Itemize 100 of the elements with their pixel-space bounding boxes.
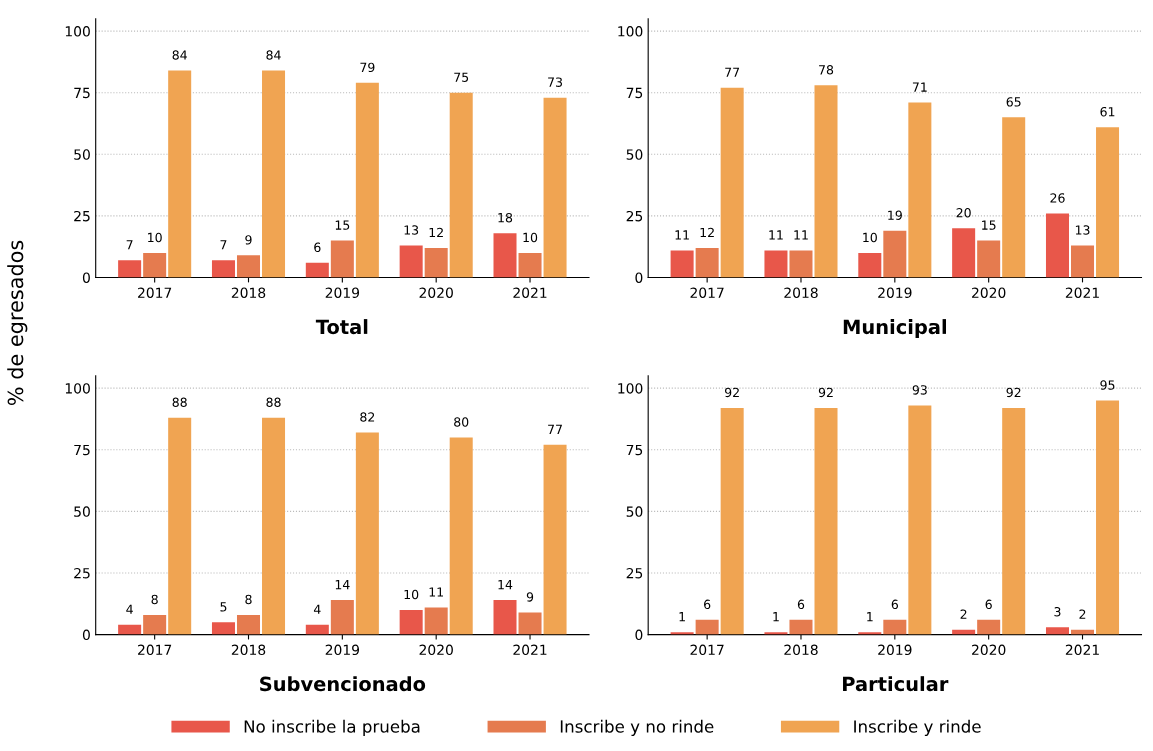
x-tick-label: 2020 xyxy=(972,287,1006,298)
x-tick-label: 2017 xyxy=(138,644,172,656)
bar xyxy=(355,432,379,635)
bar xyxy=(262,70,286,278)
y-tick-label: 0 xyxy=(82,629,90,641)
bar xyxy=(952,228,976,278)
data-label: 11 xyxy=(429,587,443,597)
bar xyxy=(399,245,423,278)
x-tick-label: 2020 xyxy=(419,287,453,298)
x-tick-label: 2019 xyxy=(325,644,360,656)
data-label: 61 xyxy=(1100,106,1115,117)
text: Total xyxy=(315,319,368,335)
data-label: 15 xyxy=(982,220,996,230)
data-label: 13 xyxy=(404,225,419,235)
data-label: 79 xyxy=(360,62,375,73)
data-label: 92 xyxy=(1006,387,1021,398)
data-label: 1 xyxy=(679,612,685,622)
x-tick-label: 2020 xyxy=(419,644,453,656)
y-tick-label: 25 xyxy=(626,567,643,579)
bar xyxy=(168,417,192,635)
x-tick-label: 2018 xyxy=(231,287,266,298)
x-tick-label: 2017 xyxy=(690,644,724,656)
x-tick-label: 2019 xyxy=(325,287,360,298)
data-label: 2 xyxy=(960,609,967,619)
y-tick-label: 0 xyxy=(82,272,90,283)
bar xyxy=(1071,245,1095,278)
bar xyxy=(789,619,813,635)
x-tick-label: 2017 xyxy=(138,287,172,298)
x-tick-label: 2019 xyxy=(878,644,912,656)
data-label: 95 xyxy=(1100,380,1115,390)
x-tick-label: 2018 xyxy=(784,287,818,298)
bar xyxy=(720,407,744,635)
bar xyxy=(118,624,142,635)
data-label: 13 xyxy=(1075,225,1090,235)
x-tick-label: 2021 xyxy=(513,644,547,656)
text: Particular xyxy=(843,676,949,692)
bar xyxy=(543,97,567,278)
bar xyxy=(764,250,788,278)
x-tick-label: 2021 xyxy=(1065,644,1099,656)
data-label: 82 xyxy=(360,412,375,422)
bar xyxy=(883,230,907,278)
y-tick-label: 0 xyxy=(635,272,643,283)
y-tick-label: 25 xyxy=(74,567,90,579)
bar xyxy=(977,240,1001,278)
data-label: 88 xyxy=(266,397,281,407)
y-tick-label: 75 xyxy=(74,87,90,99)
bar xyxy=(449,437,473,635)
y-tick-label: 75 xyxy=(626,444,643,456)
bar xyxy=(858,252,882,278)
bar xyxy=(330,240,354,278)
data-label: 2 xyxy=(1079,609,1086,619)
y-axis-title: % de egresados xyxy=(7,240,28,406)
bar xyxy=(143,252,167,278)
bar xyxy=(1096,400,1120,635)
data-label: 92 xyxy=(725,387,739,398)
bar xyxy=(1002,407,1026,635)
bar xyxy=(168,70,192,278)
legend-label: No inscribe la prueba xyxy=(244,719,420,736)
data-label: 75 xyxy=(454,72,469,82)
x-tick-label: 2018 xyxy=(784,644,818,656)
bar xyxy=(449,92,473,278)
data-label: 12 xyxy=(429,227,443,238)
bar xyxy=(236,255,261,278)
data-label: 15 xyxy=(335,220,350,230)
data-label: 4 xyxy=(126,604,133,614)
data-label: 14 xyxy=(498,580,513,590)
bar xyxy=(399,609,423,635)
data-label: 10 xyxy=(148,232,162,243)
data-label: 84 xyxy=(266,50,281,60)
data-label: 10 xyxy=(404,589,419,600)
data-label: 6 xyxy=(797,599,805,610)
data-label: 77 xyxy=(548,424,562,434)
bar xyxy=(305,624,329,635)
bar xyxy=(262,417,286,635)
bar xyxy=(424,247,448,278)
data-label: 71 xyxy=(912,82,927,92)
bar xyxy=(814,85,838,278)
data-label: 80 xyxy=(454,417,469,427)
data-label: 1 xyxy=(867,612,873,622)
data-label: 12 xyxy=(700,227,714,238)
bar xyxy=(211,260,235,278)
y-tick-label: 25 xyxy=(74,210,90,222)
x-tick-label: 2019 xyxy=(878,287,912,298)
data-label: 9 xyxy=(245,235,252,245)
data-label: 4 xyxy=(313,604,321,614)
data-label: 84 xyxy=(172,50,187,60)
x-tick-label: 2021 xyxy=(513,287,547,298)
bar xyxy=(143,614,167,635)
bar xyxy=(977,619,1001,635)
bar xyxy=(908,405,932,635)
bar xyxy=(695,247,719,278)
data-label: 88 xyxy=(172,397,187,407)
data-label: 65 xyxy=(1006,97,1021,107)
y-tick-label: 50 xyxy=(626,506,643,517)
data-label: 7 xyxy=(126,240,133,250)
data-label: 92 xyxy=(818,387,833,398)
bar xyxy=(883,619,907,635)
data-label: 8 xyxy=(151,594,158,605)
bar xyxy=(1045,213,1069,278)
text: Municipal xyxy=(843,319,946,338)
